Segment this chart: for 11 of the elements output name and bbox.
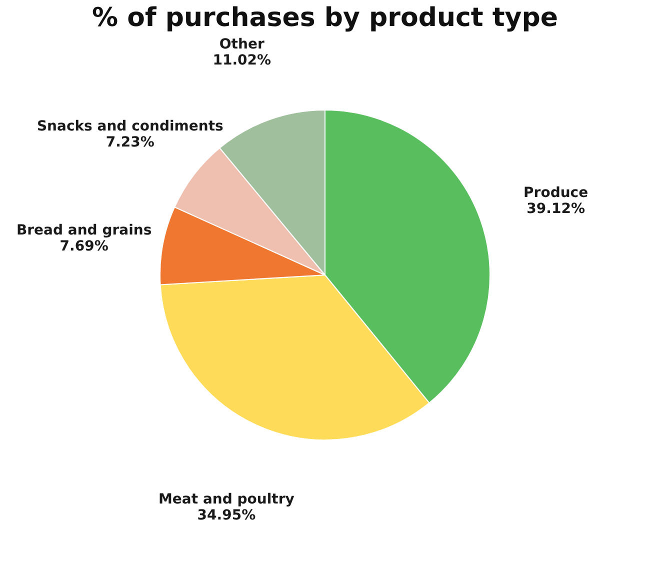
data-label: 34.95%: [197, 507, 256, 524]
slice-label: Other: [219, 36, 264, 53]
chart-title: % of purchases by product type: [92, 3, 558, 33]
slice-label: Produce: [524, 184, 588, 201]
slice-label: Snacks and condiments: [36, 118, 224, 134]
slice-label: Bread and grains: [16, 222, 152, 238]
data-label: 11.02%: [212, 52, 272, 69]
data-label: 7.69%: [60, 238, 108, 254]
data-label: 39.12%: [526, 200, 585, 217]
data-label: 7.23%: [106, 134, 154, 150]
slice-label: Meat and poultry: [158, 491, 294, 508]
